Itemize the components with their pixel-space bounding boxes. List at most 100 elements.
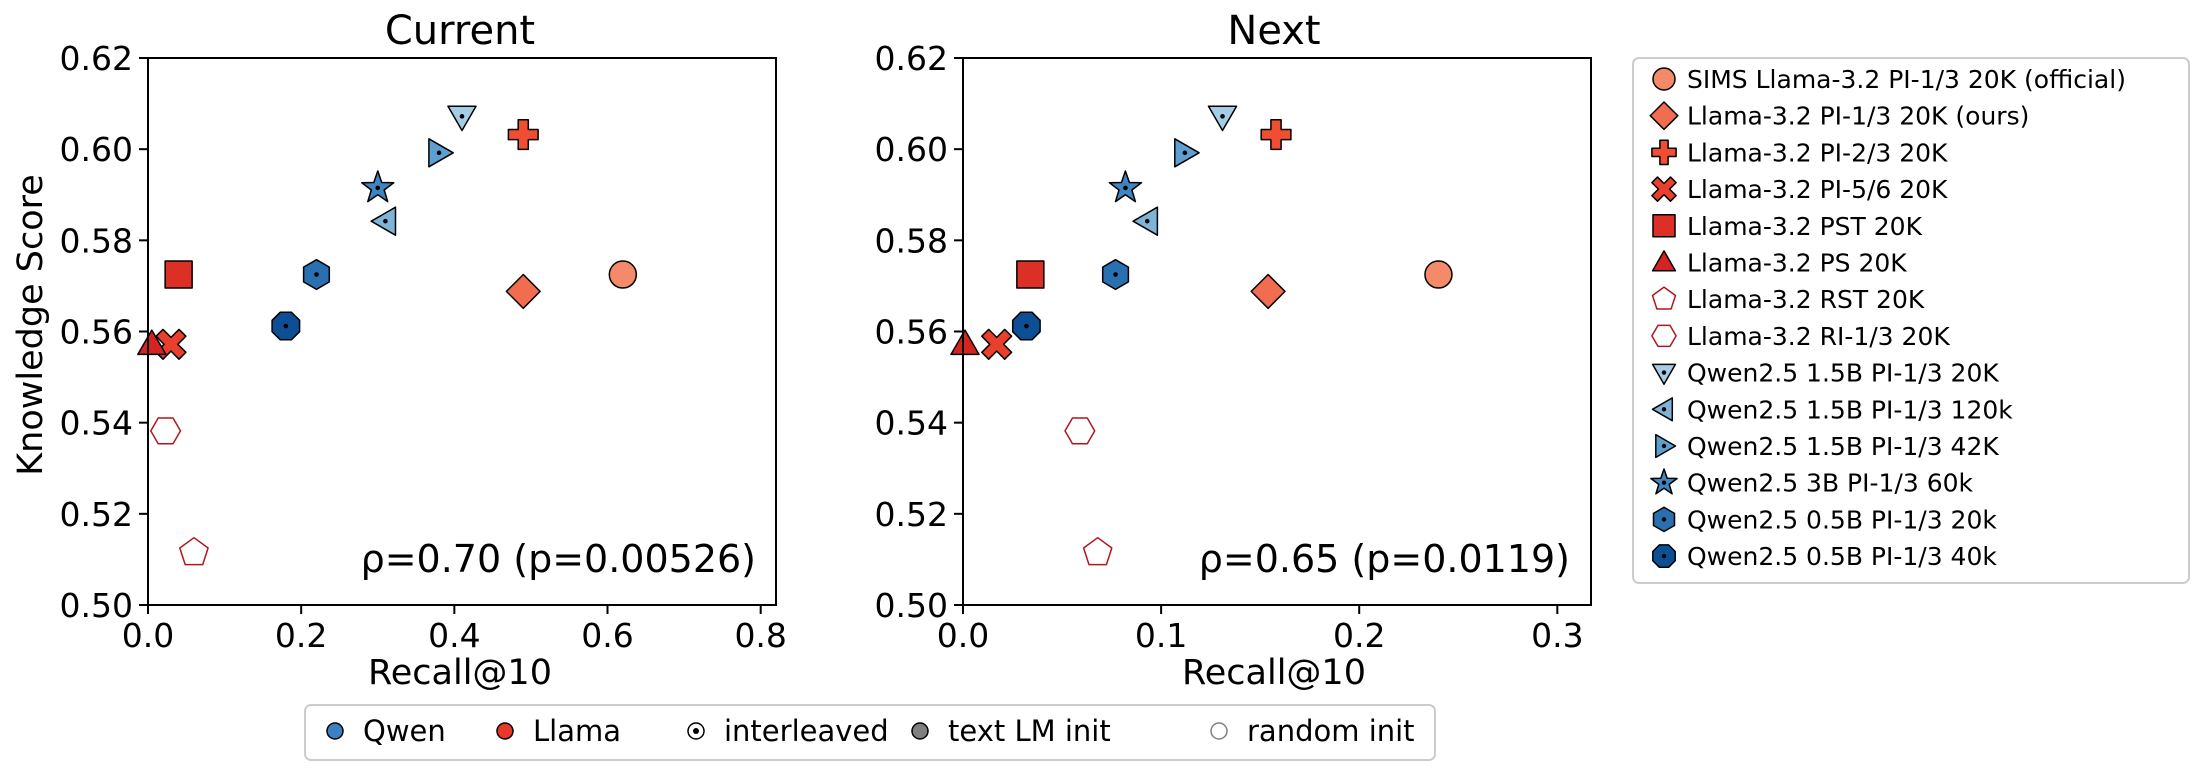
group-legend-entry: Llama	[496, 714, 621, 748]
x-tick-label: 0.2	[275, 616, 327, 655]
legend-entry: Llama-3.2 PI-5/6 20K	[1651, 175, 1948, 204]
legend-marker	[1652, 506, 1676, 533]
y-ticks: 0.50 0.52 0.54 0.56 0.58 0.60 0.62	[60, 39, 148, 625]
legend-frame	[304, 704, 1436, 761]
legend-label: Llama-3.2 PI-1/3 20K (ours)	[1687, 102, 2029, 131]
panel-next: Next Recall@10 0.500.520.540.560.580.600…	[875, 8, 1592, 693]
y-tick-label: 0.56	[60, 313, 133, 352]
legend-marker	[1651, 250, 1677, 272]
legend-label: Qwen2.5 1.5B PI-1/3 120k	[1687, 395, 2013, 424]
interleaved-dot	[1123, 185, 1128, 191]
y-tick-label: 0.52	[875, 495, 948, 534]
legend-entry: Qwen2.5 0.5B PI-1/3 20k	[1652, 505, 1997, 534]
legend-entry: Qwen2.5 0.5B PI-1/3 40k	[1652, 542, 1997, 571]
interleaved-dot	[1661, 443, 1667, 449]
x-ticks: 0.0 0.1 0.2 0.3	[937, 605, 1584, 655]
legend-marker	[1649, 101, 1679, 131]
legend-label: Qwen2.5 0.5B PI-1/3 20k	[1687, 505, 1997, 534]
data-point	[1174, 138, 1200, 168]
legend-label: Qwen2.5 1.5B PI-1/3 42K	[1687, 432, 1999, 461]
y-axis-label: Knowledge Score	[11, 174, 51, 476]
x-tick-label: 0.8	[734, 616, 786, 655]
y-tick-label: 0.60	[60, 130, 133, 169]
legend-label: Qwen2.5 1.5B PI-1/3 20K	[1687, 359, 1999, 388]
legend-entry: Qwen2.5 1.5B PI-1/3 20K	[1651, 359, 1999, 388]
interleaved-dot	[459, 114, 465, 119]
x-axis-label: Recall@10	[1182, 653, 1366, 693]
data-point	[360, 170, 395, 203]
data-point	[447, 105, 477, 132]
legend-marker	[1652, 214, 1676, 238]
data-point	[1207, 105, 1238, 132]
interleaved-dot	[383, 218, 388, 224]
group-legend-entry: interleaved	[687, 714, 889, 748]
data-point	[179, 536, 209, 566]
interleaved-dot	[1144, 218, 1150, 224]
legend-marker	[1651, 176, 1677, 202]
legend-entry: Llama-3.2 RST 20K	[1651, 285, 1925, 314]
legend-entry: Qwen2.5 3B PI-1/3 60k	[1650, 468, 1974, 498]
group-legend-entry: text LM init	[911, 714, 1111, 748]
group-legend-entry: Qwen	[326, 714, 446, 748]
y-ticks: 0.50 0.52 0.54 0.56 0.58 0.60 0.62	[875, 39, 963, 625]
data-point	[505, 273, 541, 310]
legend-marker	[1651, 397, 1674, 422]
data-point	[1250, 273, 1286, 310]
data-point	[164, 260, 193, 289]
correlation-annotation: ρ=0.70 (p=0.00526)	[361, 537, 756, 581]
correlation-annotation: ρ=0.65 (p=0.0119)	[1199, 537, 1570, 581]
data-point	[302, 258, 331, 291]
group-legend-label: interleaved	[724, 714, 889, 748]
data-point	[950, 329, 980, 356]
series-legend: SIMS Llama-3.2 PI-1/3 20K (official) Llam…	[1632, 57, 2190, 584]
y-tick-label: 0.58	[60, 221, 133, 260]
legend-label: Qwen2.5 3B PI-1/3 60k	[1687, 469, 1974, 498]
legend-entry: Llama-3.2 PST 20K	[1652, 212, 1923, 241]
data-point	[981, 328, 1013, 360]
legend-entry: Qwen2.5 1.5B PI-1/3 42K	[1655, 432, 1999, 461]
legend-label: Llama-3.2 RST 20K	[1687, 285, 1925, 314]
scatter-points	[950, 105, 1453, 566]
interleaved-dot	[1182, 150, 1188, 156]
interleaved-dot	[375, 185, 381, 191]
data-point	[1132, 206, 1159, 236]
legend-entry: Llama-3.2 PI-1/3 20K (ours)	[1649, 101, 2029, 131]
y-tick-label: 0.54	[875, 404, 948, 443]
legend-marker	[1651, 139, 1677, 166]
legend-label: Llama-3.2 PI-5/6 20K	[1687, 175, 1948, 204]
group-legend-label: text LM init	[948, 714, 1111, 748]
interleaved-dot	[283, 323, 289, 329]
data-point	[1082, 536, 1113, 566]
legend-label: Llama-3.2 PST 20K	[1687, 212, 1923, 241]
group-legend-marker	[326, 722, 344, 740]
y-tick-label: 0.60	[875, 130, 948, 169]
legend-label: Llama-3.2 PI-2/3 20K	[1687, 138, 1948, 167]
x-tick-label: 0.0	[937, 616, 989, 655]
data-point	[608, 260, 638, 289]
interleaved-dot	[1661, 407, 1667, 412]
group-legend-label: Llama	[533, 714, 621, 748]
legend-entry: Llama-3.2 RI-1/3 20K	[1651, 322, 1950, 351]
x-tick-label: 0.0	[122, 616, 174, 655]
group-legend: Qwen Llama interleaved text LM init random i…	[304, 704, 1436, 761]
group-legend-label: Qwen	[363, 714, 446, 748]
y-tick-label: 0.62	[60, 39, 133, 78]
data-point	[150, 417, 182, 445]
group-legend-marker	[1210, 722, 1228, 740]
interleaved-dot	[1024, 323, 1029, 329]
data-point	[1016, 260, 1045, 289]
panel-title: Next	[1227, 8, 1320, 54]
y-tick-label: 0.56	[875, 313, 948, 352]
y-tick-label: 0.62	[875, 39, 948, 78]
interleaved-dot	[1661, 553, 1667, 559]
x-tick-label: 0.6	[581, 616, 633, 655]
legend-label: Llama-3.2 PS 20K	[1687, 249, 1907, 278]
interleaved-dot	[1661, 480, 1667, 485]
legend-marker	[1652, 67, 1676, 91]
legend-label: SIMS Llama-3.2 PI-1/3 20K (official)	[1687, 65, 2126, 94]
legend-label: Llama-3.2 RI-1/3 20K	[1687, 322, 1950, 351]
group-legend-entry: random init	[1210, 714, 1415, 748]
legend-entry: Llama-3.2 PS 20K	[1651, 249, 1907, 278]
y-tick-label: 0.50	[875, 586, 948, 625]
data-point	[370, 206, 397, 236]
